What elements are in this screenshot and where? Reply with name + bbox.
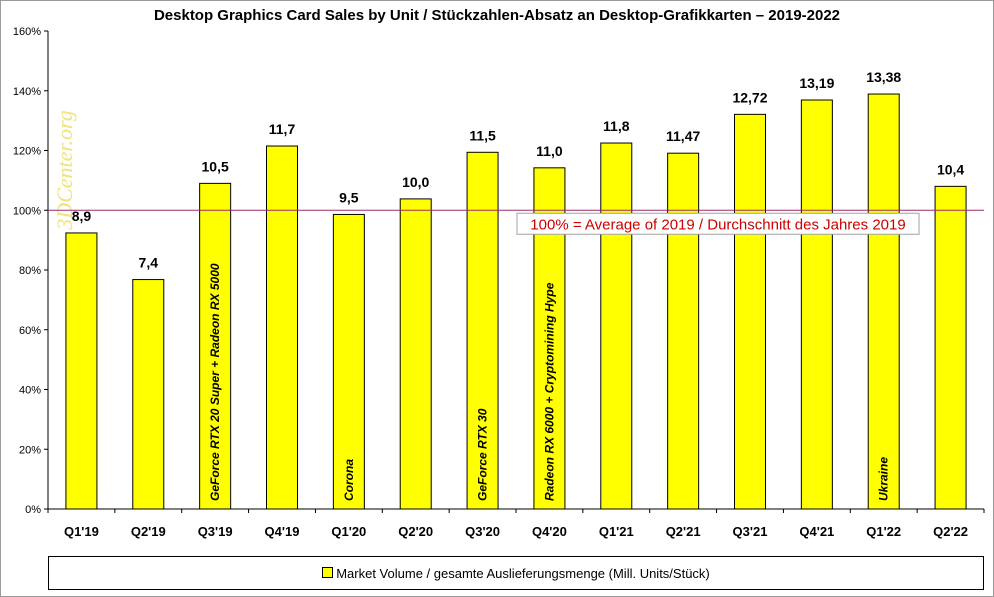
- bar: [734, 113, 766, 510]
- x-tick-label: Q2'22: [933, 524, 968, 539]
- bar-annotation: Ukraine: [877, 457, 891, 501]
- data-label: 7,4: [139, 255, 159, 271]
- data-label: 11,47: [666, 128, 700, 144]
- bar-annotation: Corona: [342, 459, 356, 501]
- bar: [132, 279, 165, 510]
- y-tick-label: 120%: [13, 146, 41, 158]
- legend: Market Volume / gesamte Auslieferungsmen…: [48, 556, 984, 590]
- bar: [600, 142, 633, 510]
- x-tick-label: Q2'20: [398, 524, 433, 539]
- data-label: 12,72: [732, 89, 767, 105]
- data-label: 11,5: [469, 127, 496, 143]
- y-tick-label: 40%: [19, 385, 41, 397]
- y-tick-label: 20%: [19, 444, 41, 456]
- data-label: 13,38: [866, 69, 901, 85]
- x-tick-label: Q3'19: [198, 524, 233, 539]
- x-tick-label: Q1'21: [599, 524, 634, 539]
- x-tick-label: Q3'20: [465, 524, 500, 539]
- x-tick-label: Q3'21: [733, 524, 768, 539]
- data-label: 11,7: [269, 121, 296, 137]
- bar-annotation: GeForce RTX 20 Super + Radeon RX 5000: [208, 263, 222, 501]
- data-label: 10,5: [202, 158, 229, 174]
- data-label: 11,8: [603, 118, 630, 134]
- bar: [667, 152, 700, 510]
- x-tick-label: Q1'19: [64, 524, 99, 539]
- data-label: 10,4: [937, 161, 964, 177]
- legend-swatch: [322, 567, 334, 578]
- bar: [65, 232, 98, 510]
- reference-label-box: [516, 212, 920, 235]
- bar-annotation: Radeon RX 6000 + Cryptomining Hype: [542, 282, 556, 501]
- x-tick-label: Q2'19: [131, 524, 166, 539]
- bar: [466, 151, 499, 510]
- bar: [332, 213, 365, 510]
- bar: [199, 182, 232, 510]
- bar: [266, 145, 298, 510]
- x-tick-label: Q1'22: [866, 524, 901, 539]
- bar-annotation: GeForce RTX 30: [476, 408, 490, 501]
- x-tick-label: Q4'20: [532, 524, 567, 539]
- data-label: 11,0: [536, 143, 563, 159]
- x-tick-label: Q4'19: [265, 524, 300, 539]
- bar: [800, 99, 833, 510]
- x-tick-label: Q2'21: [666, 524, 701, 539]
- chart-title: Desktop Graphics Card Sales by Unit / St…: [153, 7, 841, 24]
- plot-area: [48, 31, 984, 509]
- data-label: 9,5: [339, 189, 359, 205]
- y-tick-label: 80%: [19, 265, 41, 277]
- x-tick-label: Q4'21: [799, 524, 834, 539]
- legend-label: Market Volume / gesamte Auslieferungsmen…: [336, 566, 710, 581]
- y-tick-label: 160%: [13, 26, 41, 38]
- x-tick-label: Q1'20: [331, 524, 366, 539]
- bar: [867, 93, 900, 510]
- data-label: 13,19: [799, 75, 834, 91]
- y-tick-label: 60%: [19, 325, 41, 337]
- data-label: 10,0: [402, 174, 429, 190]
- data-label: 8,9: [72, 208, 92, 224]
- y-tick-label: 100%: [13, 205, 41, 217]
- bar: [399, 198, 432, 510]
- y-tick-label: 140%: [13, 86, 41, 98]
- y-tick-label: 0%: [25, 504, 41, 516]
- reference-line-label: 100% = Average of 2019 / Durchschnitt de…: [530, 216, 905, 233]
- bar: [934, 185, 967, 510]
